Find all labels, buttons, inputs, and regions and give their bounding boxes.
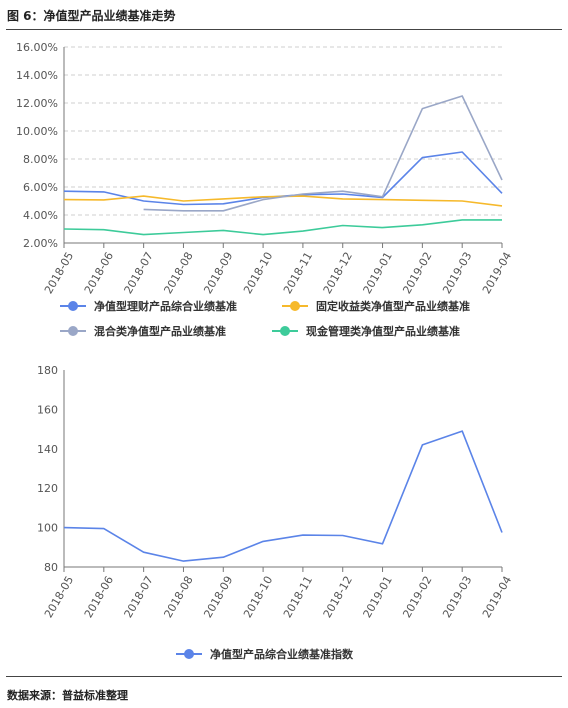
legend-marker — [68, 301, 78, 311]
y-tick-label: 14.00% — [16, 69, 58, 82]
y-tick-label: 120 — [37, 482, 58, 495]
legend-label: 现金管理类净值型产品业绩基准 — [306, 324, 460, 338]
legend-label: 固定收益类净值型产品业绩基准 — [316, 299, 470, 313]
x-tick-label: 2019-02 — [400, 250, 434, 296]
bottom-rule — [6, 676, 562, 677]
y-tick-label: 2.00% — [23, 237, 58, 250]
y-tick-label: 180 — [37, 364, 58, 377]
x-tick-label: 2018-10 — [241, 250, 275, 296]
x-tick-label: 2018-11 — [281, 250, 315, 296]
y-tick-label: 160 — [37, 403, 58, 416]
legend-label: 净值型产品综合业绩基准指数 — [210, 647, 354, 661]
series-line-4 — [63, 219, 502, 236]
x-tick-label: 2018-08 — [161, 250, 195, 296]
y-tick-label: 80 — [44, 561, 58, 574]
y-tick-label: 16.00% — [16, 41, 58, 54]
legend-item-2: 固定收益类净值型产品业绩基准 — [282, 299, 470, 313]
x-tick-label: 2018-09 — [201, 250, 235, 296]
x-tick-label: 2019-04 — [480, 250, 514, 296]
series-line-3 — [143, 95, 503, 212]
x-tick-label: 2019-03 — [440, 574, 474, 620]
x-tick-label: 2018-09 — [201, 574, 235, 620]
x-tick-label: 2018-10 — [241, 574, 275, 620]
legend-marker — [184, 649, 194, 659]
x-tick-label: 2018-07 — [122, 574, 156, 620]
y-tick-label: 8.00% — [23, 153, 58, 166]
figure-title: 图 6：净值型产品业绩基准走势 — [7, 9, 176, 23]
x-tick-label: 2019-01 — [361, 250, 395, 296]
y-tick-label: 100 — [37, 522, 58, 535]
x-tick-label: 2018-06 — [82, 574, 116, 620]
x-tick-label: 2019-04 — [480, 574, 514, 620]
benchmark-rate-line-chart: 2.00% 4.00% 6.00% 8.00% 10.00% 12.00% 14.00% 16… — [16, 41, 514, 338]
x-tick-label: 2018-11 — [281, 574, 315, 620]
y-tick-label: 10.00% — [16, 125, 58, 138]
legend-marker — [68, 326, 78, 336]
legend-item-1: 净值型产品综合业绩基准指数 — [176, 647, 354, 661]
legend-marker — [290, 301, 300, 311]
x-tick-label: 2018-07 — [122, 250, 156, 296]
x-tick-label: 2018-05 — [42, 250, 76, 296]
x-tick-label: 2018-06 — [82, 250, 116, 296]
legend-item-4: 现金管理类净值型产品业绩基准 — [272, 324, 460, 338]
y-tick-label: 12.00% — [16, 97, 58, 110]
source-note: 数据来源：普益标准整理 — [7, 689, 128, 702]
x-tick-label: 2019-03 — [440, 250, 474, 296]
top-rule — [6, 29, 562, 30]
legend-label: 混合类净值型产品业绩基准 — [94, 324, 226, 338]
y-tick-label: 140 — [37, 443, 58, 456]
legend-marker — [280, 326, 290, 336]
legend-item-3: 混合类净值型产品业绩基准 — [60, 324, 226, 338]
x-tick-label: 2018-08 — [161, 574, 195, 620]
legend-item-1: 净值型理财产品综合业绩基准 — [60, 299, 237, 313]
y-tick-label: 6.00% — [23, 181, 58, 194]
x-tick-label: 2019-02 — [400, 574, 434, 620]
series-line-1 — [63, 430, 503, 562]
x-tick-label: 2018-05 — [42, 574, 76, 620]
legend-label: 净值型理财产品综合业绩基准 — [94, 299, 237, 313]
y-tick-label: 4.00% — [23, 209, 58, 222]
x-tick-label: 2018-12 — [321, 574, 355, 620]
x-tick-label: 2018-12 — [321, 250, 355, 296]
x-tick-label: 2019-01 — [361, 574, 395, 620]
